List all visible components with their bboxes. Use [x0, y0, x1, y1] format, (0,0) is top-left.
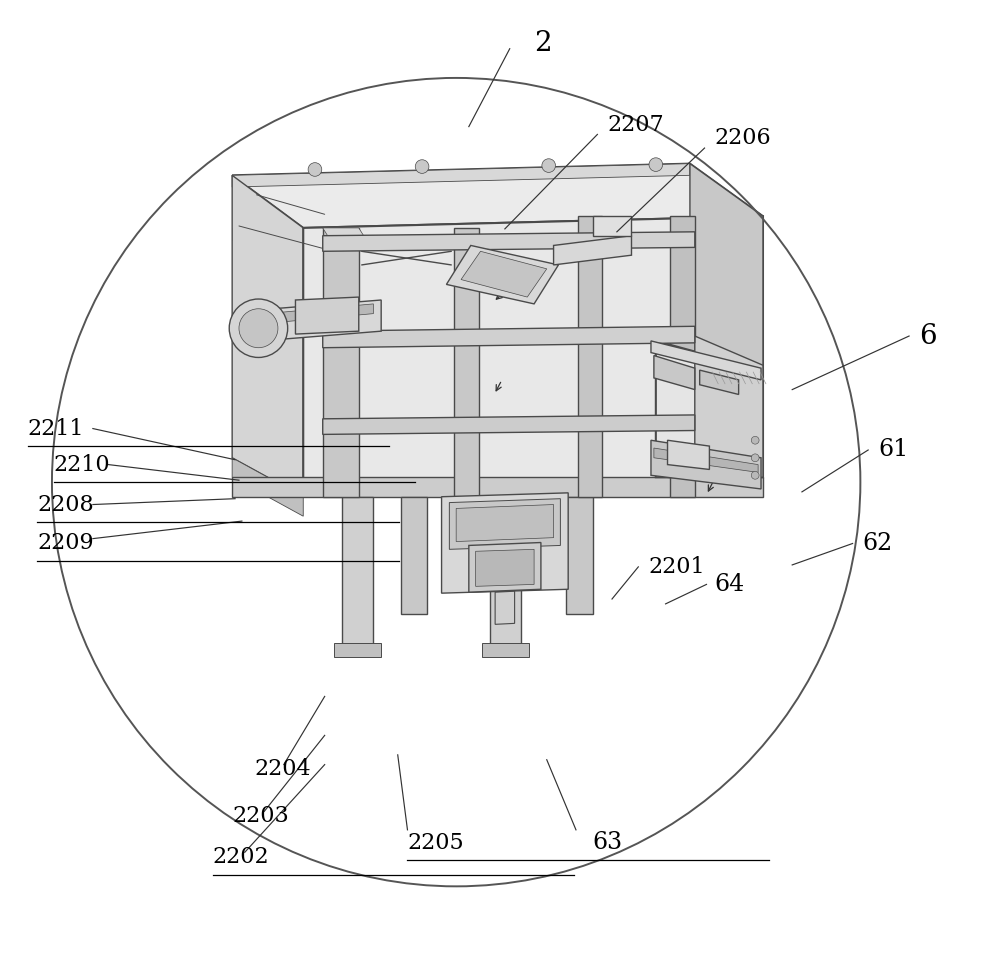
Text: 61: 61 [878, 438, 908, 462]
Polygon shape [490, 497, 521, 648]
Polygon shape [323, 326, 695, 348]
Polygon shape [670, 216, 695, 497]
Text: 2208: 2208 [37, 494, 94, 515]
Text: 2209: 2209 [37, 533, 94, 554]
Polygon shape [593, 216, 631, 236]
Circle shape [415, 160, 429, 173]
Polygon shape [654, 448, 758, 472]
Text: 2210: 2210 [54, 454, 111, 475]
Polygon shape [232, 175, 303, 497]
Polygon shape [323, 228, 364, 236]
Polygon shape [695, 336, 763, 477]
Text: 2211: 2211 [28, 418, 84, 439]
Polygon shape [442, 493, 568, 593]
Polygon shape [469, 543, 541, 592]
Polygon shape [654, 356, 695, 390]
Polygon shape [303, 216, 763, 241]
Polygon shape [656, 341, 763, 477]
Polygon shape [454, 228, 479, 497]
Circle shape [751, 436, 759, 444]
Circle shape [308, 163, 322, 176]
Polygon shape [323, 228, 359, 497]
Text: 6: 6 [919, 322, 936, 350]
Polygon shape [456, 505, 554, 542]
Polygon shape [232, 164, 763, 228]
Text: 2205: 2205 [407, 832, 464, 853]
Polygon shape [566, 497, 593, 614]
Text: 2204: 2204 [255, 759, 311, 780]
Text: 2: 2 [534, 30, 552, 57]
Polygon shape [690, 164, 763, 477]
Polygon shape [554, 236, 631, 265]
Polygon shape [342, 497, 373, 648]
Polygon shape [668, 440, 709, 469]
Polygon shape [245, 304, 373, 325]
Circle shape [239, 309, 278, 348]
Text: 2203: 2203 [232, 805, 289, 827]
Polygon shape [323, 415, 695, 434]
Polygon shape [232, 228, 303, 240]
Text: 2207: 2207 [607, 114, 664, 135]
Text: 2201: 2201 [648, 556, 705, 578]
Polygon shape [232, 458, 303, 516]
Polygon shape [334, 643, 381, 657]
Circle shape [751, 454, 759, 462]
Text: 64: 64 [714, 573, 745, 596]
Text: 2202: 2202 [213, 846, 269, 868]
Polygon shape [295, 297, 359, 334]
Circle shape [649, 158, 663, 171]
Polygon shape [237, 300, 381, 343]
Polygon shape [461, 251, 547, 297]
Polygon shape [651, 440, 761, 489]
Polygon shape [495, 591, 515, 624]
Polygon shape [303, 216, 763, 497]
Polygon shape [449, 499, 560, 549]
Polygon shape [232, 164, 690, 187]
Circle shape [751, 471, 759, 479]
Polygon shape [482, 643, 529, 657]
Circle shape [542, 159, 556, 172]
Circle shape [229, 299, 288, 357]
Text: 62: 62 [862, 532, 893, 555]
Polygon shape [700, 370, 739, 394]
Polygon shape [578, 216, 602, 497]
Text: 2206: 2206 [714, 128, 771, 149]
Polygon shape [651, 341, 761, 380]
Text: 63: 63 [593, 831, 623, 854]
Polygon shape [476, 549, 534, 586]
Polygon shape [401, 497, 427, 614]
Polygon shape [232, 477, 763, 497]
Polygon shape [323, 232, 695, 251]
Polygon shape [446, 245, 558, 304]
